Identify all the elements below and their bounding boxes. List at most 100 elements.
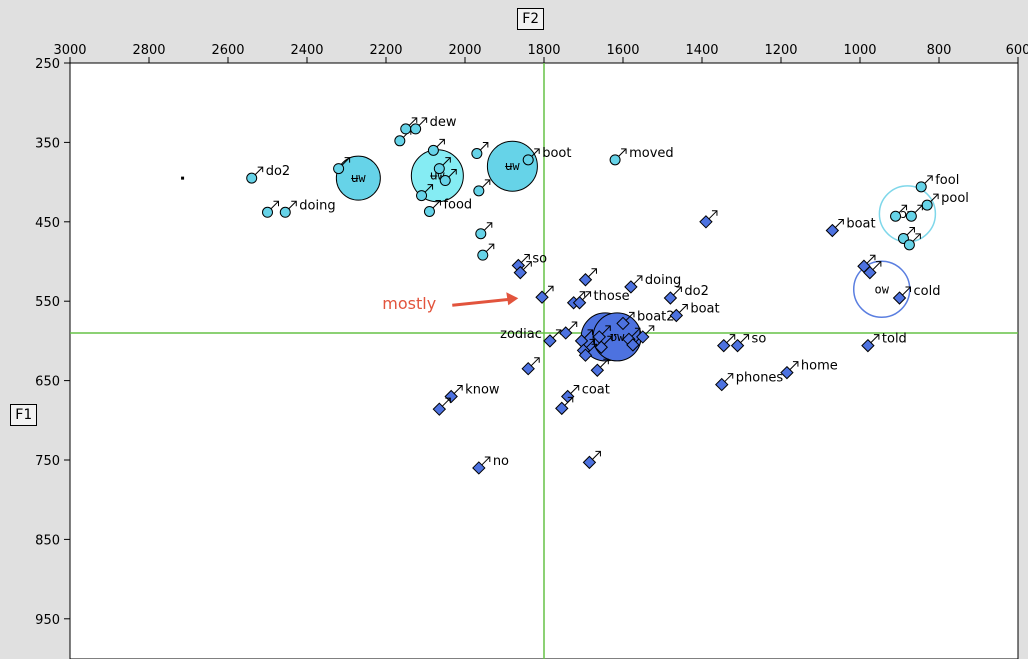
male-symbol (740, 334, 750, 344)
male-symbol-stem (481, 179, 491, 189)
male-symbol-stem (530, 148, 540, 158)
male-symbol (898, 204, 908, 214)
male-symbol (530, 148, 540, 158)
male-symbol-arrow (838, 219, 844, 225)
male-symbol-arrow (411, 117, 418, 123)
x-tick-label: 2400 (290, 43, 323, 58)
data-point-label: those (594, 289, 630, 304)
male-symbol-stem (870, 334, 880, 344)
male-symbol (481, 456, 491, 466)
male-symbol (678, 303, 688, 313)
data-point-circle (890, 210, 902, 222)
male-symbol (570, 384, 580, 394)
male-symbol-arrow (621, 148, 627, 154)
male-symbol-arrow (573, 384, 580, 391)
male-symbol (432, 199, 441, 209)
male-symbol-arrow (603, 358, 609, 365)
male-symbol-stem (923, 175, 933, 185)
data-point-diamond (624, 280, 638, 294)
male-symbol-stem (522, 261, 532, 270)
male-symbol-stem (645, 325, 655, 335)
data-point-label: doing (645, 273, 681, 288)
data-point-circle (903, 239, 915, 251)
data-point-diamond (892, 291, 907, 305)
data-point-label: food (443, 197, 472, 212)
male-symbol (631, 327, 641, 337)
male-symbol (447, 169, 457, 178)
male-symbol-arrow (567, 396, 574, 403)
male-symbol-arrow (445, 157, 451, 163)
male-symbol-stem (592, 451, 601, 460)
y-tick-label: 750 (35, 454, 60, 469)
y-tick-label: 450 (35, 216, 60, 231)
male-symbol-arrow (451, 169, 457, 175)
male-symbol (633, 275, 643, 285)
data-point-diamond (825, 223, 840, 238)
data-point-label: phones (736, 371, 784, 386)
male-symbol (441, 397, 451, 407)
data-point-diamond (432, 402, 447, 416)
data-point-diamond (730, 338, 745, 353)
male-symbol (625, 311, 635, 321)
data-point-circle (921, 199, 933, 211)
male-symbol-arrow (933, 193, 939, 200)
male-symbol-stem (588, 343, 597, 353)
male-symbol-arrow (591, 268, 597, 274)
data-point-label: coat (582, 382, 610, 397)
male-symbol-stem (929, 193, 939, 203)
male-symbol (872, 261, 882, 270)
data-point-label: zodiac (500, 327, 542, 342)
male-symbol-arrow (901, 204, 908, 211)
male-symbol (522, 261, 532, 270)
axis-ticks: 3000 2800 2600 2400 2200 2000 1800 1600 1400 1200… (35, 43, 1028, 628)
data-point-label: boat (846, 217, 875, 232)
data-point-label: doing (299, 198, 335, 213)
male-symbol-arrow (729, 334, 736, 340)
data-point-diamond (543, 334, 557, 348)
male-symbol (617, 148, 627, 158)
male-symbol-arrow (792, 361, 799, 367)
male-symbol-arrow (676, 286, 682, 293)
data-point-diamond (555, 401, 569, 416)
male-symbol-arrow (636, 275, 643, 281)
data-point-diamond (590, 363, 605, 377)
male-symbol (254, 166, 264, 176)
x-axis-title: F2 (517, 8, 544, 30)
male-symbol (601, 325, 611, 335)
male-symbol-stem (708, 210, 718, 220)
male-symbol-arrow (927, 175, 933, 181)
male-symbol-arrow (711, 210, 718, 216)
male-symbol-stem (726, 334, 736, 344)
male-symbol-arrow (909, 226, 915, 233)
centroid-label: ʉw (351, 171, 366, 185)
data-point-circle (475, 228, 487, 240)
male-symbol-stem (834, 219, 844, 228)
male-symbol-stem (341, 157, 350, 166)
male-symbol (902, 286, 911, 296)
data-point-circle (915, 181, 927, 193)
centroid-label: ow (874, 282, 889, 296)
male-symbol (424, 184, 434, 193)
male-symbol-stem (485, 243, 495, 253)
male-symbol-arrow (534, 357, 540, 363)
data-point-diamond (699, 215, 713, 229)
data-point-label: boot (542, 146, 571, 161)
male-symbol-arrow (629, 311, 635, 318)
data-point-label: fool (935, 173, 959, 188)
male-symbol (520, 253, 530, 263)
centroid-circle (486, 140, 538, 192)
data-point-circle (394, 135, 406, 147)
male-symbol (418, 117, 428, 127)
data-point-label: do2 (266, 164, 290, 179)
male-symbol-arrow (524, 253, 530, 260)
data-point-diamond (578, 273, 593, 287)
male-symbol (789, 361, 799, 371)
x-tick-label: 1400 (685, 43, 718, 58)
male-symbol-stem (678, 304, 688, 313)
x-tick-label: 1800 (527, 43, 560, 58)
male-symbol (870, 334, 880, 344)
male-symbol (866, 254, 876, 264)
data-point-label: cold (914, 284, 941, 299)
data-point-diamond (863, 265, 877, 280)
male-symbol-arrow (607, 335, 613, 342)
